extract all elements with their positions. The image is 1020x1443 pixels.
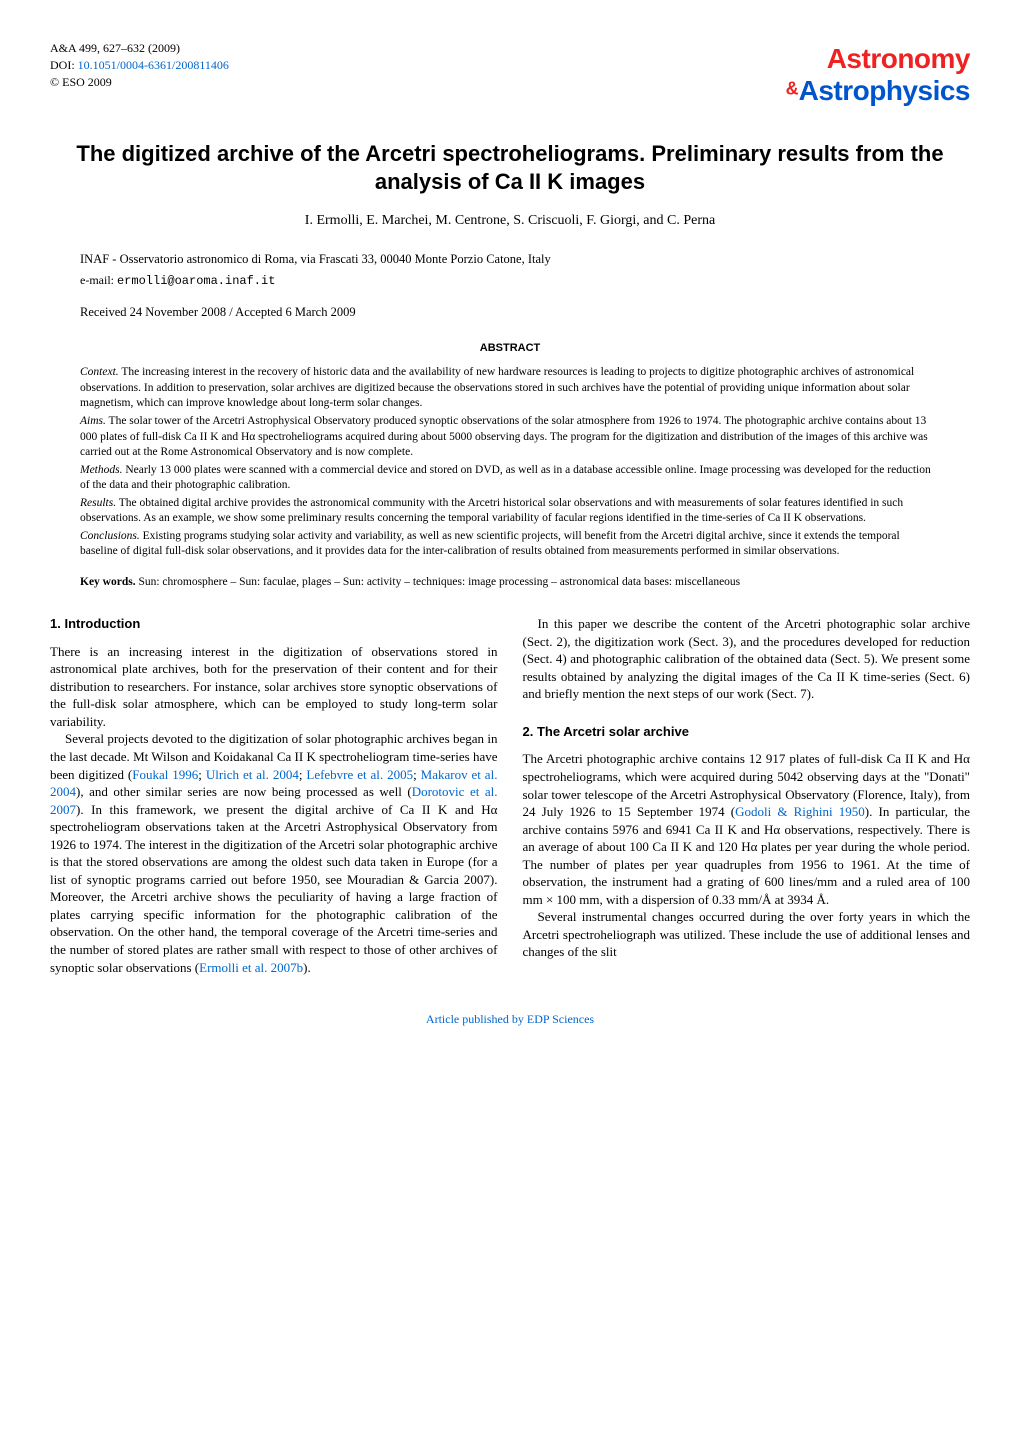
affiliation: INAF - Osservatorio astronomico di Roma,… [80, 251, 970, 268]
abstract-heading: ABSTRACT [50, 341, 970, 356]
paper-title: The digitized archive of the Arcetri spe… [50, 140, 970, 197]
methods-label: Methods. [80, 464, 122, 476]
journal-line: A&A 499, 627–632 (2009) [50, 40, 229, 57]
s1-para-1: There is an increasing interest in the d… [50, 643, 498, 731]
abstract-aims: Aims. The solar tower of the Arcetri Ast… [80, 414, 940, 461]
footer-link: Article published by EDP Sciences [50, 1011, 970, 1027]
keywords-label: Key words. [80, 576, 138, 588]
section-1-heading: 1. Introduction [50, 615, 498, 633]
context-text: The increasing interest in the recovery … [80, 366, 914, 409]
header-left: A&A 499, 627–632 (2009) DOI: 10.1051/000… [50, 40, 229, 90]
s1-para-2: Several projects devoted to the digitiza… [50, 730, 498, 976]
s2-para-2: Several instrumental changes occurred du… [523, 908, 971, 961]
email-address: ermolli@oaroma.inaf.it [117, 274, 275, 288]
aims-label: Aims. [80, 415, 106, 427]
logo-astrophysics: Astrophysics [799, 75, 970, 106]
abstract-context: Context. The increasing interest in the … [80, 365, 940, 412]
abstract-conclusions: Conclusions. Existing programs studying … [80, 529, 940, 560]
results-label: Results. [80, 497, 116, 509]
abstract-block: Context. The increasing interest in the … [80, 365, 940, 559]
methods-text: Nearly 13 000 plates were scanned with a… [80, 464, 931, 492]
s1-para-3: In this paper we describe the content of… [523, 615, 971, 703]
header-row: A&A 499, 627–632 (2009) DOI: 10.1051/000… [50, 40, 970, 110]
citation-lefebvre[interactable]: Lefebvre et al. 2005 [306, 767, 413, 782]
conclusions-text: Existing programs studying solar activit… [80, 530, 900, 558]
aims-text: The solar tower of the Arcetri Astrophys… [80, 415, 928, 458]
s2-para-1: The Arcetri photographic archive contain… [523, 750, 971, 908]
copyright: © ESO 2009 [50, 74, 229, 91]
s1-p2e: ), and other similar series are now bein… [76, 784, 412, 799]
doi-link[interactable]: 10.1051/0004-6361/200811406 [78, 58, 229, 72]
results-text: The obtained digital archive provides th… [80, 497, 903, 525]
s1-p2b: ; [198, 767, 206, 782]
s1-p2g: ). [303, 960, 311, 975]
abstract-methods: Methods. Nearly 13 000 plates were scann… [80, 463, 940, 494]
logo-ampersand: & [786, 78, 799, 98]
doi-label: DOI: [50, 58, 78, 72]
publisher-link[interactable]: Article published by EDP Sciences [426, 1012, 594, 1026]
email-label: e-mail: [80, 273, 117, 287]
section-2-heading: 2. The Arcetri solar archive [523, 723, 971, 741]
dates: Received 24 November 2008 / Accepted 6 M… [80, 304, 970, 321]
keywords: Key words. Sun: chromosphere – Sun: facu… [80, 575, 940, 591]
context-label: Context. [80, 366, 119, 378]
keywords-text: Sun: chromosphere – Sun: faculae, plages… [138, 576, 740, 588]
doi-line: DOI: 10.1051/0004-6361/200811406 [50, 57, 229, 74]
conclusions-label: Conclusions. [80, 530, 140, 542]
abstract-results: Results. The obtained digital archive pr… [80, 496, 940, 527]
authors: I. Ermolli, E. Marchei, M. Centrone, S. … [50, 212, 970, 231]
citation-godoli[interactable]: Godoli & Righini 1950 [735, 804, 865, 819]
left-column: 1. Introduction There is an increasing i… [50, 615, 498, 976]
body-columns: 1. Introduction There is an increasing i… [50, 615, 970, 976]
citation-ulrich[interactable]: Ulrich et al. 2004 [206, 767, 299, 782]
email-line: e-mail: ermolli@oaroma.inaf.it [80, 272, 970, 289]
s1-p2d: ; [413, 767, 421, 782]
journal-logo: Astronomy &Astrophysics [786, 40, 970, 110]
citation-foukal[interactable]: Foukal 1996 [132, 767, 198, 782]
right-column: In this paper we describe the content of… [523, 615, 971, 976]
s2-p1b: ). In particular, the archive contains 5… [523, 804, 971, 907]
citation-ermolli[interactable]: Ermolli et al. 2007b [199, 960, 303, 975]
s1-p2f: ). In this framework, we present the dig… [50, 802, 498, 975]
